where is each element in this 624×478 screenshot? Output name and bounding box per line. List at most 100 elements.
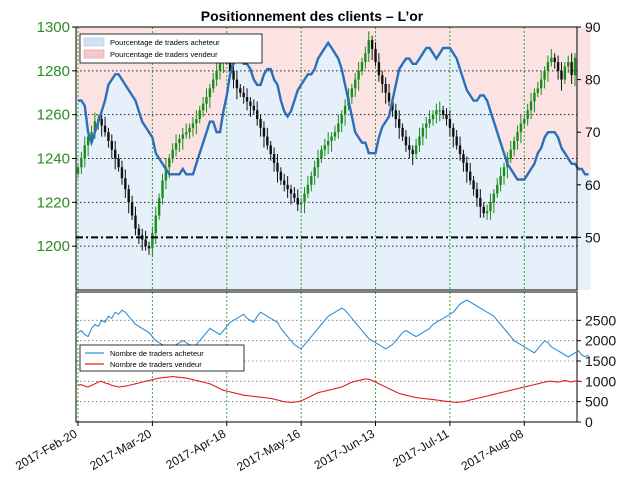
- tick-label-right: 90: [585, 19, 601, 35]
- candle-body: [570, 62, 573, 76]
- short-pct-bar: [181, 27, 185, 170]
- tick-label-count: 1500: [585, 353, 616, 369]
- tick-label-left: 1260: [37, 107, 70, 124]
- short-pct-bar: [404, 27, 409, 59]
- tick-label-count: 0: [585, 414, 593, 430]
- candle-body: [468, 171, 472, 181]
- long-pct-bar: [451, 53, 456, 290]
- short-pct-bar: [194, 27, 199, 164]
- long-pct-bar: [441, 48, 446, 290]
- long-pct-bar: [106, 84, 111, 290]
- candle-body: [201, 103, 205, 111]
- tick-label-x: 2017-May-16: [234, 426, 303, 474]
- long-pct-bar: [218, 132, 223, 290]
- long-pct-bar: [198, 153, 202, 290]
- long-pct-bar: [235, 58, 239, 291]
- short-pct-bar: [461, 27, 466, 80]
- short-pct-bar: [515, 27, 520, 180]
- long-pct-bar: [214, 132, 219, 290]
- short-pct-bar: [549, 27, 554, 133]
- candle-body: [418, 136, 421, 146]
- candle-body: [283, 180, 286, 185]
- long-pct-bar: [329, 48, 334, 290]
- long-pct-bar: [380, 126, 385, 290]
- long-pct-bar: [519, 179, 523, 290]
- long-pct-bar: [454, 58, 459, 291]
- long-pct-bar: [221, 111, 226, 290]
- count-frame: [75, 291, 578, 423]
- short-pct-bar: [512, 27, 517, 175]
- tick-label-right: 70: [585, 124, 601, 140]
- short-pct-bar: [394, 27, 398, 85]
- short-pct-bar: [448, 27, 452, 49]
- short-pct-bar: [86, 27, 91, 133]
- candle-body: [154, 215, 157, 234]
- short-count-line: [77, 375, 582, 404]
- long-pct-bar: [360, 142, 365, 290]
- short-pct-bar: [583, 27, 588, 175]
- long-pct-bar: [302, 79, 307, 290]
- candle-body: [472, 180, 475, 190]
- short-pct-bar: [184, 27, 189, 175]
- legend-label: Pourcentage de traders acheteur: [110, 38, 220, 47]
- short-pct-bar: [262, 27, 267, 75]
- candle-body: [313, 167, 316, 177]
- long-pct-bar: [566, 158, 571, 290]
- short-pct-bar: [83, 27, 87, 106]
- legend-percent: Pourcentage de traders acheteur Pourcenta…: [79, 33, 263, 64]
- candle-body: [171, 149, 174, 159]
- candle-body: [181, 134, 185, 139]
- candle-body: [374, 48, 377, 63]
- candle-body: [76, 167, 80, 174]
- long-pct-bar: [458, 69, 463, 290]
- short-pct-bar: [333, 27, 338, 54]
- candle-body: [103, 125, 107, 133]
- long-pct-bar: [407, 58, 412, 291]
- long-pct-bar: [468, 95, 473, 290]
- candle-body: [441, 110, 445, 115]
- short-pct-bar: [492, 27, 496, 122]
- candle-body: [239, 88, 242, 93]
- short-pct-bar: [312, 27, 317, 70]
- candle-body: [191, 123, 195, 128]
- long-pct-bar: [272, 79, 277, 290]
- long-pct-bar: [177, 174, 182, 290]
- long-pct-bar: [130, 95, 135, 290]
- candle-body: [242, 92, 245, 98]
- long-pct-bar: [147, 132, 152, 290]
- candle-body: [296, 197, 299, 205]
- long-pct-bar: [353, 132, 358, 290]
- legend-label: Pourcentage de traders vendeur: [110, 50, 218, 59]
- long-pct-bar: [505, 163, 510, 290]
- candle-body: [161, 180, 164, 198]
- long-pct-bar: [279, 100, 283, 290]
- candle-body: [215, 70, 218, 80]
- count-panel: 0 500 1000 1500 2000 2500: [75, 291, 616, 430]
- candle-body: [435, 110, 438, 115]
- long-pct-bar: [536, 153, 540, 290]
- candle-body: [489, 202, 492, 212]
- long-pct-bar: [525, 174, 530, 290]
- legend-label: Nombre de traders vendeur: [110, 360, 202, 369]
- candle-body: [381, 75, 384, 84]
- short-pct-bar: [269, 27, 273, 70]
- candle-body: [83, 145, 86, 159]
- long-pct-bar: [326, 42, 331, 290]
- long-pct-bar: [255, 84, 260, 290]
- long-pct-bar: [191, 174, 196, 290]
- candle-body: [117, 158, 120, 168]
- short-pct-bar: [350, 27, 354, 117]
- long-pct-bar: [99, 111, 104, 290]
- short-pct-bar: [424, 27, 429, 49]
- candle-body: [178, 138, 181, 144]
- long-pct-bar: [411, 63, 415, 290]
- long-pct-bar: [448, 48, 452, 290]
- long-pct-bar: [404, 58, 409, 291]
- short-pct-bar: [367, 27, 371, 154]
- long-pct-bar: [241, 63, 246, 290]
- long-pct-bar: [400, 63, 405, 290]
- short-pct-bar: [275, 27, 280, 85]
- candle-body: [218, 62, 222, 71]
- candle-body: [492, 193, 496, 203]
- candle-body: [479, 197, 482, 207]
